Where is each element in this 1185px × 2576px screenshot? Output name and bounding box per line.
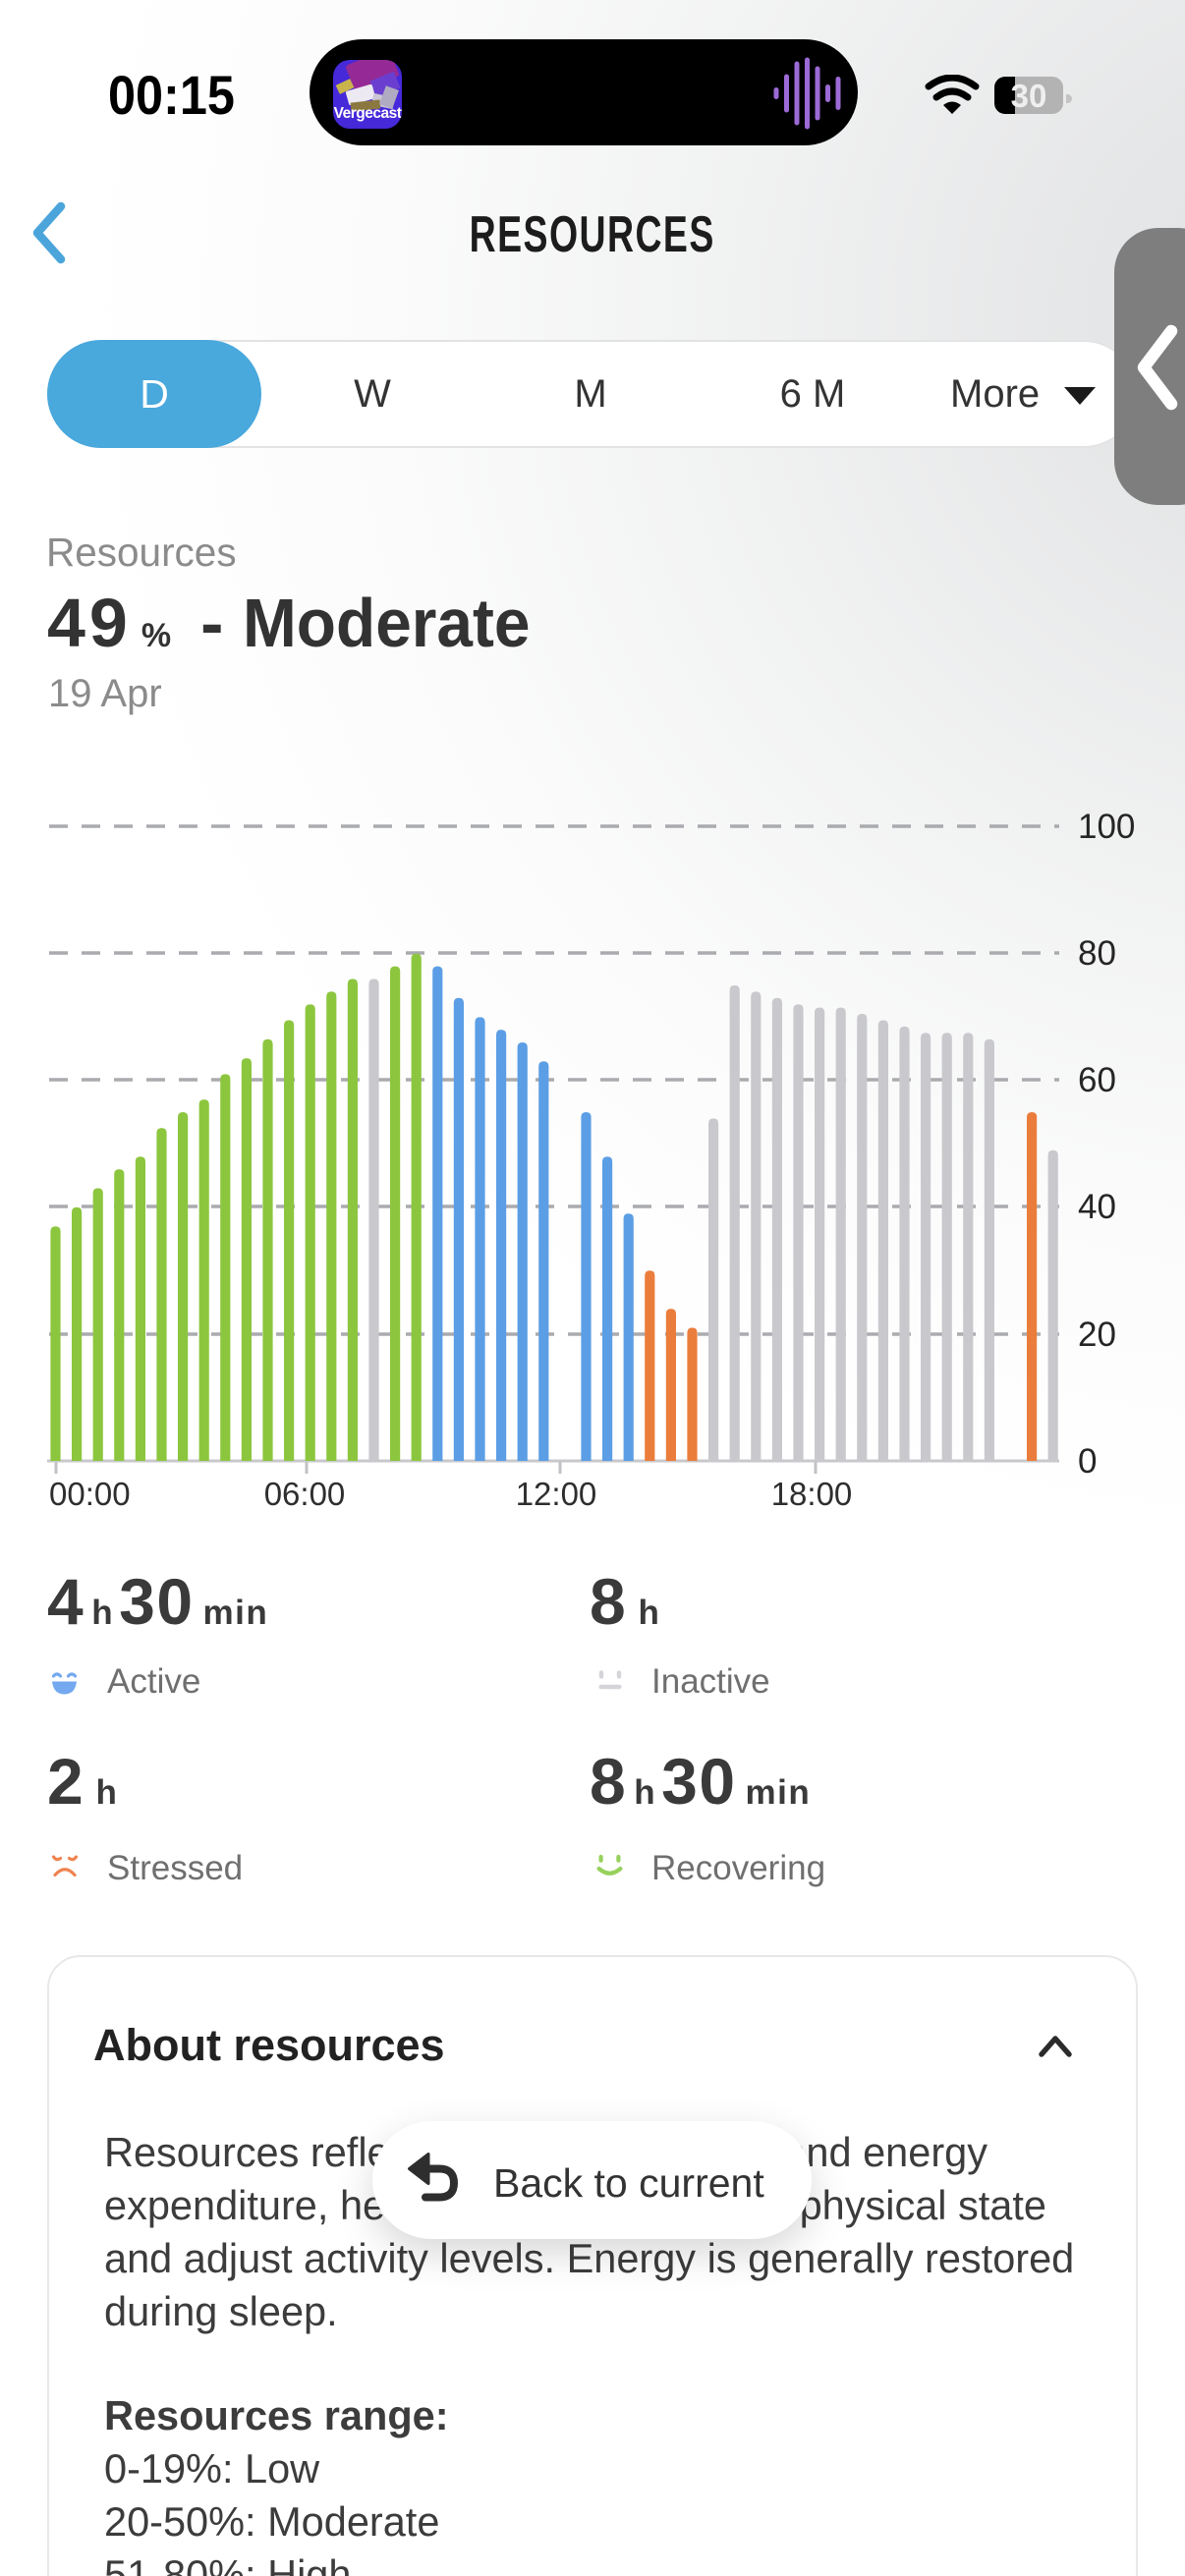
svg-text:20: 20	[1078, 1316, 1116, 1354]
svg-text:40: 40	[1078, 1188, 1116, 1226]
svg-text:0: 0	[1078, 1442, 1097, 1481]
svg-text:18:00: 18:00	[771, 1476, 853, 1512]
svg-text:00:00: 00:00	[49, 1476, 131, 1512]
svg-text:60: 60	[1078, 1061, 1116, 1099]
svg-text:100: 100	[1078, 808, 1135, 846]
svg-text:80: 80	[1078, 934, 1116, 973]
svg-text:12:00: 12:00	[516, 1476, 597, 1512]
svg-text:06:00: 06:00	[264, 1476, 346, 1512]
